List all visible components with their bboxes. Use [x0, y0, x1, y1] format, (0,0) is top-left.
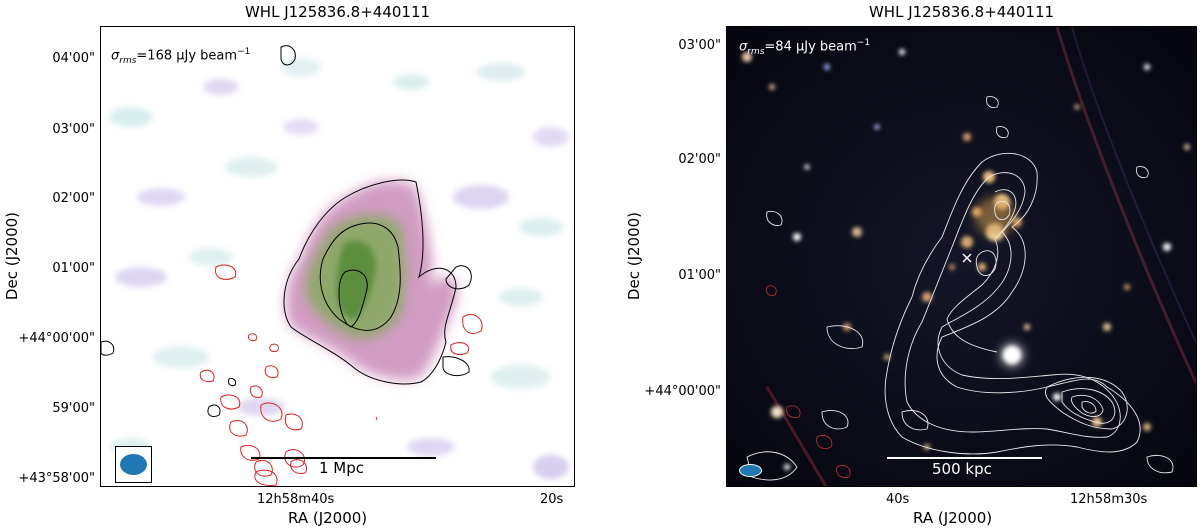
left-radio-map: σrms=168 μJy beam−1 1 Mpc [100, 26, 575, 487]
left-rms-label: σrms=168 μJy beam−1 [111, 47, 251, 66]
left-beam-ellipse [120, 454, 147, 475]
left-ytick-6: 59'00" [52, 401, 95, 416]
right-ytick-3: 01'00" [678, 268, 721, 283]
right-ytick-4: +44°00'00" [644, 384, 721, 399]
left-radio-image [101, 45, 569, 486]
right-panel-title: WHL J125836.8+440111 [868, 3, 1055, 21]
left-ytick-1: 04'00" [52, 51, 95, 66]
right-xlabel: RA (J2000) [913, 509, 993, 527]
right-optical-image [727, 27, 1196, 486]
left-scalebar [251, 457, 436, 459]
right-xtick-2: 12h58m30s [1070, 492, 1148, 507]
right-xtick-1: 40s [886, 492, 910, 507]
right-rms-label: σrms=84 μJy beam−1 [739, 38, 871, 57]
right-beam-ellipse [739, 464, 762, 477]
left-xtick-1: 12h58m40s [257, 492, 335, 507]
left-panel-title: WHL J125836.8+440111 [244, 3, 431, 21]
right-ytick-2: 02'00" [678, 152, 721, 167]
right-optical-overlay: σrms=84 μJy beam−1 500 kpc [726, 26, 1197, 487]
right-scalebar-label: 500 kpc [932, 460, 992, 478]
right-ytick-1: 03'00" [678, 38, 721, 53]
left-scalebar-label: 1 Mpc [319, 459, 365, 477]
left-ytick-2: 03'00" [52, 122, 95, 137]
left-xtick-2: 20s [540, 492, 564, 507]
left-ylabel: Dec (J2000) [3, 211, 21, 301]
right-ylabel: Dec (J2000) [625, 211, 643, 301]
left-ytick-7: +43°58'00" [18, 471, 95, 486]
left-xlabel: RA (J2000) [288, 509, 368, 527]
left-beam-box [115, 446, 152, 483]
left-ytick-3: 02'00" [52, 191, 95, 206]
left-ytick-5: +44°00'00" [18, 331, 95, 346]
left-ytick-4: 01'00" [52, 261, 95, 276]
right-scalebar [887, 457, 1042, 459]
